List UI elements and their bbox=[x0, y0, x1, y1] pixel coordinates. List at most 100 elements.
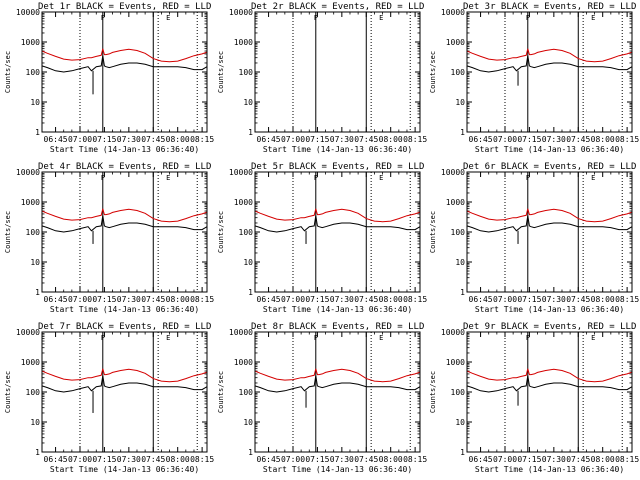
plot-frame bbox=[466, 11, 633, 133]
detector-panel-3: Det 3r BLACK = Events, RED = LLD Counts/s… bbox=[429, 2, 639, 154]
detector-panel-4: Det 4r BLACK = Events, RED = LLD Counts/s… bbox=[4, 162, 214, 314]
y-tick-label: 100 bbox=[239, 68, 254, 77]
x-tick-label: 07:15 bbox=[92, 135, 116, 144]
x-tick-label: 08:15 bbox=[190, 295, 214, 304]
x-tick-label: 06:45 bbox=[469, 295, 493, 304]
x-tick-label: 08:00 bbox=[591, 135, 615, 144]
x-axis-label: Start Time (14-Jan-13 06:36:40) bbox=[475, 465, 624, 474]
plot-frame bbox=[41, 331, 208, 453]
y-tick-label: 10000 bbox=[16, 328, 40, 337]
y-tick-label: 10000 bbox=[229, 168, 253, 177]
y-tick-label: 1000 bbox=[21, 198, 40, 207]
panel-title: Det 7r BLACK = Events, RED = LLD bbox=[38, 322, 211, 332]
plot-frame bbox=[41, 171, 208, 293]
x-tick-label: 08:00 bbox=[166, 295, 190, 304]
x-tick-label: 07:00 bbox=[68, 455, 92, 464]
x-tick-label: 07:30 bbox=[542, 295, 566, 304]
y-tick-label: 1000 bbox=[446, 358, 465, 367]
flag-label: E bbox=[379, 174, 383, 182]
x-axis-label: Start Time (14-Jan-13 06:36:40) bbox=[50, 145, 199, 154]
y-tick-label: 1 bbox=[460, 448, 465, 457]
detector-panel-2: Det 2r BLACK = Events, RED = LLD Counts/s… bbox=[217, 2, 427, 154]
panel-title: Det 5r BLACK = Events, RED = LLD bbox=[251, 162, 424, 172]
x-tick-label: 06:45 bbox=[469, 455, 493, 464]
x-tick-label: 07:45 bbox=[566, 295, 590, 304]
x-axis-label: Start Time (14-Jan-13 06:36:40) bbox=[50, 465, 199, 474]
x-axis-label: Start Time (14-Jan-13 06:36:40) bbox=[263, 465, 412, 474]
y-tick-label: 1000 bbox=[446, 198, 465, 207]
plot-frame bbox=[254, 11, 421, 133]
y-tick-label: 1 bbox=[248, 128, 253, 137]
x-tick-label: 07:15 bbox=[517, 295, 541, 304]
x-tick-label: 07:30 bbox=[542, 135, 566, 144]
plot-frame bbox=[466, 171, 633, 293]
events-series-line bbox=[41, 215, 208, 233]
x-tick-label: 07:00 bbox=[68, 135, 92, 144]
detector-panel-8: Det 8r BLACK = Events, RED = LLD Counts/s… bbox=[217, 322, 427, 474]
y-tick-label: 10 bbox=[30, 258, 40, 267]
y-axis-label: Counts/sec bbox=[429, 51, 437, 93]
x-tick-label: 06:45 bbox=[257, 135, 281, 144]
flag-label: E bbox=[591, 174, 595, 182]
plot-frame bbox=[466, 331, 633, 453]
y-tick-label: 100 bbox=[451, 388, 466, 397]
plot-frame bbox=[254, 331, 421, 453]
x-tick-label: 07:45 bbox=[141, 295, 165, 304]
panel-title: Det 1r BLACK = Events, RED = LLD bbox=[38, 2, 211, 12]
x-axis-label: Start Time (14-Jan-13 06:36:40) bbox=[263, 145, 412, 154]
x-tick-label: 08:15 bbox=[615, 455, 639, 464]
x-tick-label: 07:15 bbox=[305, 295, 329, 304]
lld-series-line bbox=[41, 208, 208, 223]
y-tick-label: 10 bbox=[243, 418, 253, 427]
y-tick-label: 10 bbox=[455, 258, 465, 267]
x-tick-label: 07:45 bbox=[566, 135, 590, 144]
lld-series-line bbox=[466, 208, 633, 223]
flag-label: E bbox=[379, 334, 383, 342]
x-tick-label: 07:30 bbox=[330, 295, 354, 304]
flag-label: F bbox=[101, 174, 105, 182]
y-axis-label: Counts/sec bbox=[217, 51, 225, 93]
x-tick-label: 08:00 bbox=[166, 455, 190, 464]
y-tick-label: 10000 bbox=[229, 8, 253, 17]
y-tick-label: 10000 bbox=[229, 328, 253, 337]
y-tick-label: 1000 bbox=[21, 38, 40, 47]
x-tick-label: 07:45 bbox=[141, 455, 165, 464]
x-tick-label: 07:30 bbox=[330, 135, 354, 144]
x-axis-label: Start Time (14-Jan-13 06:36:40) bbox=[475, 305, 624, 314]
y-tick-label: 100 bbox=[451, 68, 466, 77]
flag-label: F bbox=[526, 334, 530, 342]
y-tick-label: 10 bbox=[243, 98, 253, 107]
x-tick-label: 08:00 bbox=[166, 135, 190, 144]
x-axis-label: Start Time (14-Jan-13 06:36:40) bbox=[475, 145, 624, 154]
x-tick-label: 07:15 bbox=[92, 295, 116, 304]
panel-title: Det 8r BLACK = Events, RED = LLD bbox=[251, 322, 424, 332]
lld-series-line bbox=[466, 48, 633, 63]
detector-panel-9: Det 9r BLACK = Events, RED = LLD Counts/s… bbox=[429, 322, 639, 474]
panel-title: Det 9r BLACK = Events, RED = LLD bbox=[463, 322, 636, 332]
x-tick-label: 08:00 bbox=[591, 295, 615, 304]
detector-panel-5: Det 5r BLACK = Events, RED = LLD Counts/s… bbox=[217, 162, 427, 314]
x-tick-label: 07:30 bbox=[117, 135, 141, 144]
x-tick-label: 07:45 bbox=[354, 135, 378, 144]
y-tick-label: 10 bbox=[455, 98, 465, 107]
x-tick-label: 08:15 bbox=[190, 455, 214, 464]
flag-label: F bbox=[314, 14, 318, 22]
x-tick-label: 07:30 bbox=[330, 455, 354, 464]
y-tick-label: 1000 bbox=[234, 358, 253, 367]
y-tick-label: 1000 bbox=[446, 38, 465, 47]
y-tick-label: 10000 bbox=[441, 8, 465, 17]
x-tick-label: 06:45 bbox=[257, 455, 281, 464]
flag-label: F bbox=[314, 174, 318, 182]
x-tick-label: 07:30 bbox=[117, 295, 141, 304]
flag-label: F bbox=[314, 334, 318, 342]
lld-series-line bbox=[466, 368, 633, 383]
x-tick-label: 07:00 bbox=[493, 135, 517, 144]
y-tick-label: 100 bbox=[26, 388, 41, 397]
detector-panel-1: Det 1r BLACK = Events, RED = LLD Counts/s… bbox=[4, 2, 214, 154]
x-tick-label: 07:00 bbox=[68, 295, 92, 304]
y-tick-label: 1 bbox=[35, 128, 40, 137]
x-tick-label: 08:15 bbox=[615, 135, 639, 144]
x-tick-label: 08:15 bbox=[615, 295, 639, 304]
flag-label: F bbox=[526, 174, 530, 182]
x-tick-label: 07:15 bbox=[305, 135, 329, 144]
